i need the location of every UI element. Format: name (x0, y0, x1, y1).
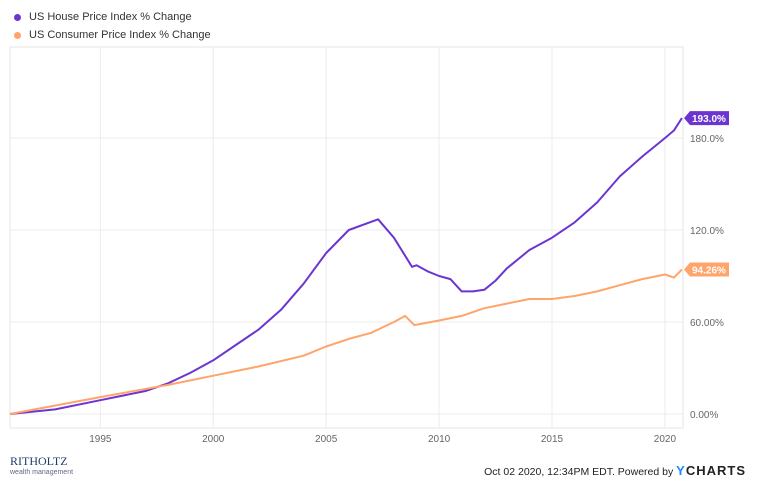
end-value-label: 193.0% (684, 111, 729, 126)
logo-subtitle: wealth management (10, 469, 74, 476)
x-tick-label: 2010 (428, 434, 451, 445)
footer: Oct 02 2020, 12:34PM EDT. Powered by YCH… (484, 463, 746, 478)
y-tick-label: 120.0% (690, 226, 724, 237)
legend-dot-icon (14, 13, 21, 21)
x-tick-label: 2020 (654, 434, 677, 445)
legend-item-cpi: US Consumer Price Index % Change (14, 29, 211, 41)
x-tick-label: 1995 (89, 434, 112, 445)
svg-text:94.26%: 94.26% (692, 265, 726, 276)
x-tick-label: 2005 (315, 434, 338, 445)
series-line-1 (9, 268, 683, 415)
ritholtz-logo: RITHOLTZ wealth management (10, 454, 73, 476)
series-line-0 (9, 117, 683, 415)
x-tick-label: 2015 (541, 434, 564, 445)
plot-border (9, 46, 684, 429)
legend-item-house: US House Price Index % Change (14, 11, 192, 23)
timestamp: Oct 02 2020, 12:34PM EDT. Powered by (484, 466, 674, 478)
x-tick-label: 2000 (202, 434, 225, 445)
y-tick-label: 60.00% (690, 318, 724, 329)
svg-text:193.0%: 193.0% (692, 114, 726, 125)
logo-name: RITHOLTZ (10, 454, 68, 468)
end-value-label: 94.26% (684, 262, 729, 277)
y-tick-label: 180.0% (690, 134, 724, 145)
legend-dot-icon (14, 31, 21, 39)
legend-label: US Consumer Price Index % Change (29, 29, 211, 41)
ycharts-logo[interactable]: YCHARTS (676, 463, 746, 478)
legend-label: US House Price Index % Change (29, 11, 192, 23)
y-tick-label: 0.00% (690, 410, 718, 421)
